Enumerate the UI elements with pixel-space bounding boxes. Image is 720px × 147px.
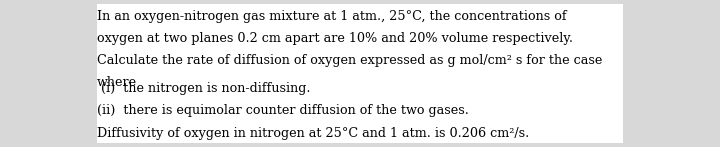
Text: In an oxygen-nitrogen gas mixture at 1 atm., 25°C, the concentrations of: In an oxygen-nitrogen gas mixture at 1 a… [97, 10, 567, 23]
Text: where: where [97, 76, 138, 88]
Text: (i)  the nitrogen is non-diffusing.: (i) the nitrogen is non-diffusing. [97, 82, 311, 95]
Text: Diffusivity of oxygen in nitrogen at 25°C and 1 atm. is 0.206 cm²/s.: Diffusivity of oxygen in nitrogen at 25°… [97, 127, 529, 140]
Text: (ii)  there is equimolar counter diffusion of the two gases.: (ii) there is equimolar counter diffusio… [97, 104, 469, 117]
FancyBboxPatch shape [97, 4, 623, 143]
Text: oxygen at two planes 0.2 cm apart are 10% and 20% volume respectively.: oxygen at two planes 0.2 cm apart are 10… [97, 32, 573, 45]
Text: Calculate the rate of diffusion of oxygen expressed as g mol/cm² s for the case: Calculate the rate of diffusion of oxyge… [97, 54, 603, 67]
